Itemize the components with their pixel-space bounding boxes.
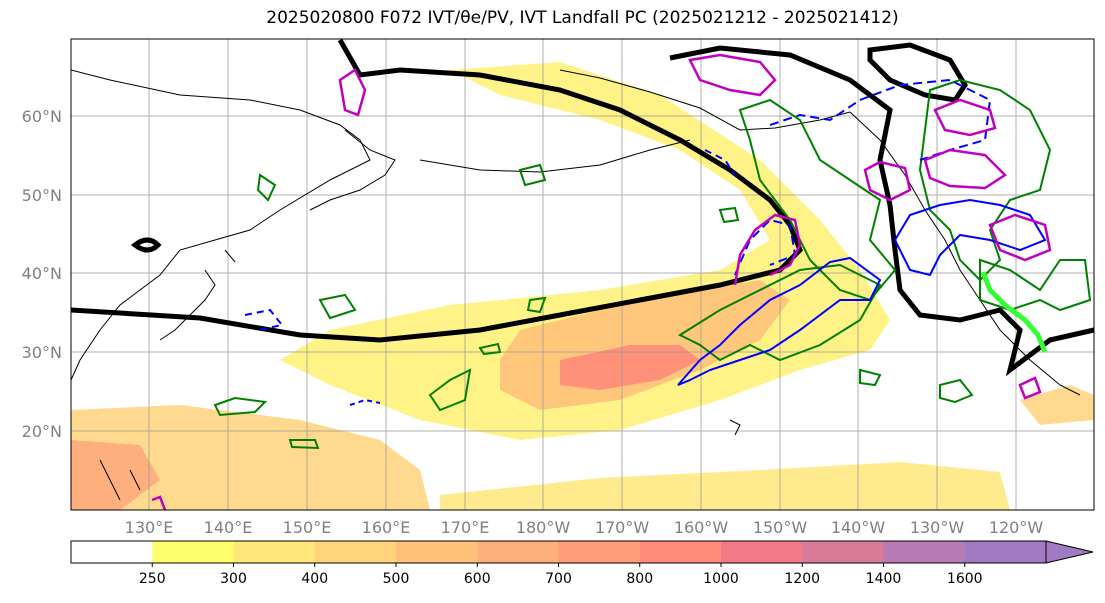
green-shape-11: [518, 163, 547, 187]
lon-label: 140°W: [831, 518, 886, 537]
green-shape-5: [318, 293, 357, 320]
ivt-east-patch: [440, 462, 1010, 510]
colorbar-extend-arrow: [1045, 540, 1094, 564]
green-shape-6: [213, 396, 268, 417]
colorbar-segment: [396, 541, 478, 563]
ivt-south-core: [71, 440, 160, 510]
blue-shape-2: [893, 198, 1047, 277]
green-shape-8: [939, 378, 974, 404]
colorbar-tick-label: 800: [626, 571, 653, 587]
colorbar-segment: [639, 541, 722, 563]
alaska-coastline: [559, 69, 851, 131]
colorbar-segment: [558, 541, 641, 563]
theta-blue-contours: [244, 78, 1047, 406]
magenta-east-blob-5: [1018, 376, 1042, 400]
colorbar-tick-label: 600: [464, 571, 491, 587]
lon-label: 180°W: [516, 518, 571, 537]
trough-loop: [867, 42, 968, 103]
lon-label: 150°E: [283, 518, 332, 537]
ivt-plume-core: [560, 345, 700, 390]
colorbar-segment: [71, 541, 153, 563]
colorbar-segment: [314, 541, 397, 563]
magenta-alaska-blob: [688, 53, 777, 97]
lat-label: 60°N: [22, 107, 62, 126]
green-shape-15: [859, 368, 882, 387]
colorbar-segment: [802, 541, 884, 563]
lon-label: 150°W: [753, 518, 808, 537]
lon-label: 160°E: [362, 518, 411, 537]
magenta-east-blob-1: [863, 160, 912, 202]
japan-coastline: [159, 249, 236, 341]
green-shape-14: [288, 439, 320, 450]
map-frame: [70, 38, 1095, 511]
green-shape-7: [428, 368, 472, 412]
pv-green-contours: [213, 78, 1092, 450]
green-shape-10: [526, 296, 547, 314]
green-shape-1: [677, 263, 882, 362]
green-shape-3: [918, 78, 1052, 282]
lon-label: 140°E: [204, 518, 253, 537]
blue-dashed-2: [734, 218, 797, 276]
lat-label: 50°N: [22, 186, 62, 205]
asia-coastline: [71, 69, 371, 381]
green-shape-12: [478, 342, 502, 356]
green-shape-4: [979, 258, 1092, 312]
lon-label: 160°W: [674, 518, 729, 537]
blue-dashed-3: [244, 308, 284, 331]
colorbar-tick-label: 400: [301, 571, 328, 587]
map-title: 2025020800 F072 IVT/θe/PV, IVT Landfall …: [266, 8, 899, 28]
magenta-contours: [151, 53, 1052, 510]
lon-label: 170°E: [441, 518, 490, 537]
blue-dashed-1: [769, 78, 992, 161]
magenta-east-blob-3: [933, 98, 997, 137]
lat-label: 40°N: [22, 264, 62, 283]
colorbar-segment: [883, 541, 966, 563]
magenta-trough-hook: [733, 213, 802, 286]
philippines-coastline: [99, 459, 141, 501]
colorbar-tick-label: 250: [139, 571, 166, 587]
trough-main: [71, 39, 803, 343]
magenta-small-blob: [151, 495, 167, 510]
trough-contours: [71, 39, 1094, 377]
green-shape-2: [738, 98, 897, 302]
lat-label: 30°N: [22, 343, 62, 362]
colorbar: 250 300 400 500 600 700 800 1000 1200 1400 1600: [70, 540, 1094, 587]
magenta-east-blob-2: [923, 148, 1007, 190]
coastlines: [71, 69, 1081, 501]
lon-label: 170°W: [595, 518, 650, 537]
colorbar-segment: [233, 541, 316, 563]
map-plot-area: [71, 39, 1094, 510]
lon-label: 120°W: [989, 518, 1044, 537]
latitude-labels: 60°N 50°N 40°N 30°N 20°N: [22, 107, 62, 441]
landfall-path: [980, 271, 1048, 353]
lon-label: 130°W: [910, 518, 965, 537]
lat-label: 20°N: [22, 422, 62, 441]
trough-east: [669, 45, 1094, 377]
aleutian-coastline: [419, 139, 691, 173]
lon-label: 130°E: [125, 518, 174, 537]
trough-small: [130, 237, 162, 253]
hawaii-coastline: [729, 419, 741, 436]
ivt-east-blob: [1020, 385, 1094, 425]
colorbar-tick-label: 300: [220, 571, 247, 587]
colorbar-tick-label: 1000: [703, 571, 739, 587]
green-shape-13: [718, 206, 740, 224]
colorbar-segment: [964, 541, 1047, 563]
blue-shape-1: [677, 256, 882, 386]
colorbar-tick-label: 700: [545, 571, 572, 587]
magenta-east-blob-4: [988, 213, 1052, 262]
colorbar-tick-label: 1600: [947, 571, 983, 587]
longitude-labels: 130°E 140°E 150°E 160°E 170°E 180°W 170°W 160°W…: [125, 518, 1044, 537]
kamchatka-coastline: [309, 129, 396, 211]
magenta-siberia-blob: [338, 68, 367, 117]
green-shape-9: [256, 173, 277, 202]
colorbar-segment: [152, 541, 234, 563]
colorbar-segment: [477, 541, 559, 563]
colorbar-tick-label: 500: [383, 571, 410, 587]
colorbar-segment: [721, 541, 803, 563]
colorbar-tick-label: 1400: [866, 571, 902, 587]
colorbar-tick-label: 1200: [784, 571, 820, 587]
north-america-coastline: [849, 111, 1081, 396]
